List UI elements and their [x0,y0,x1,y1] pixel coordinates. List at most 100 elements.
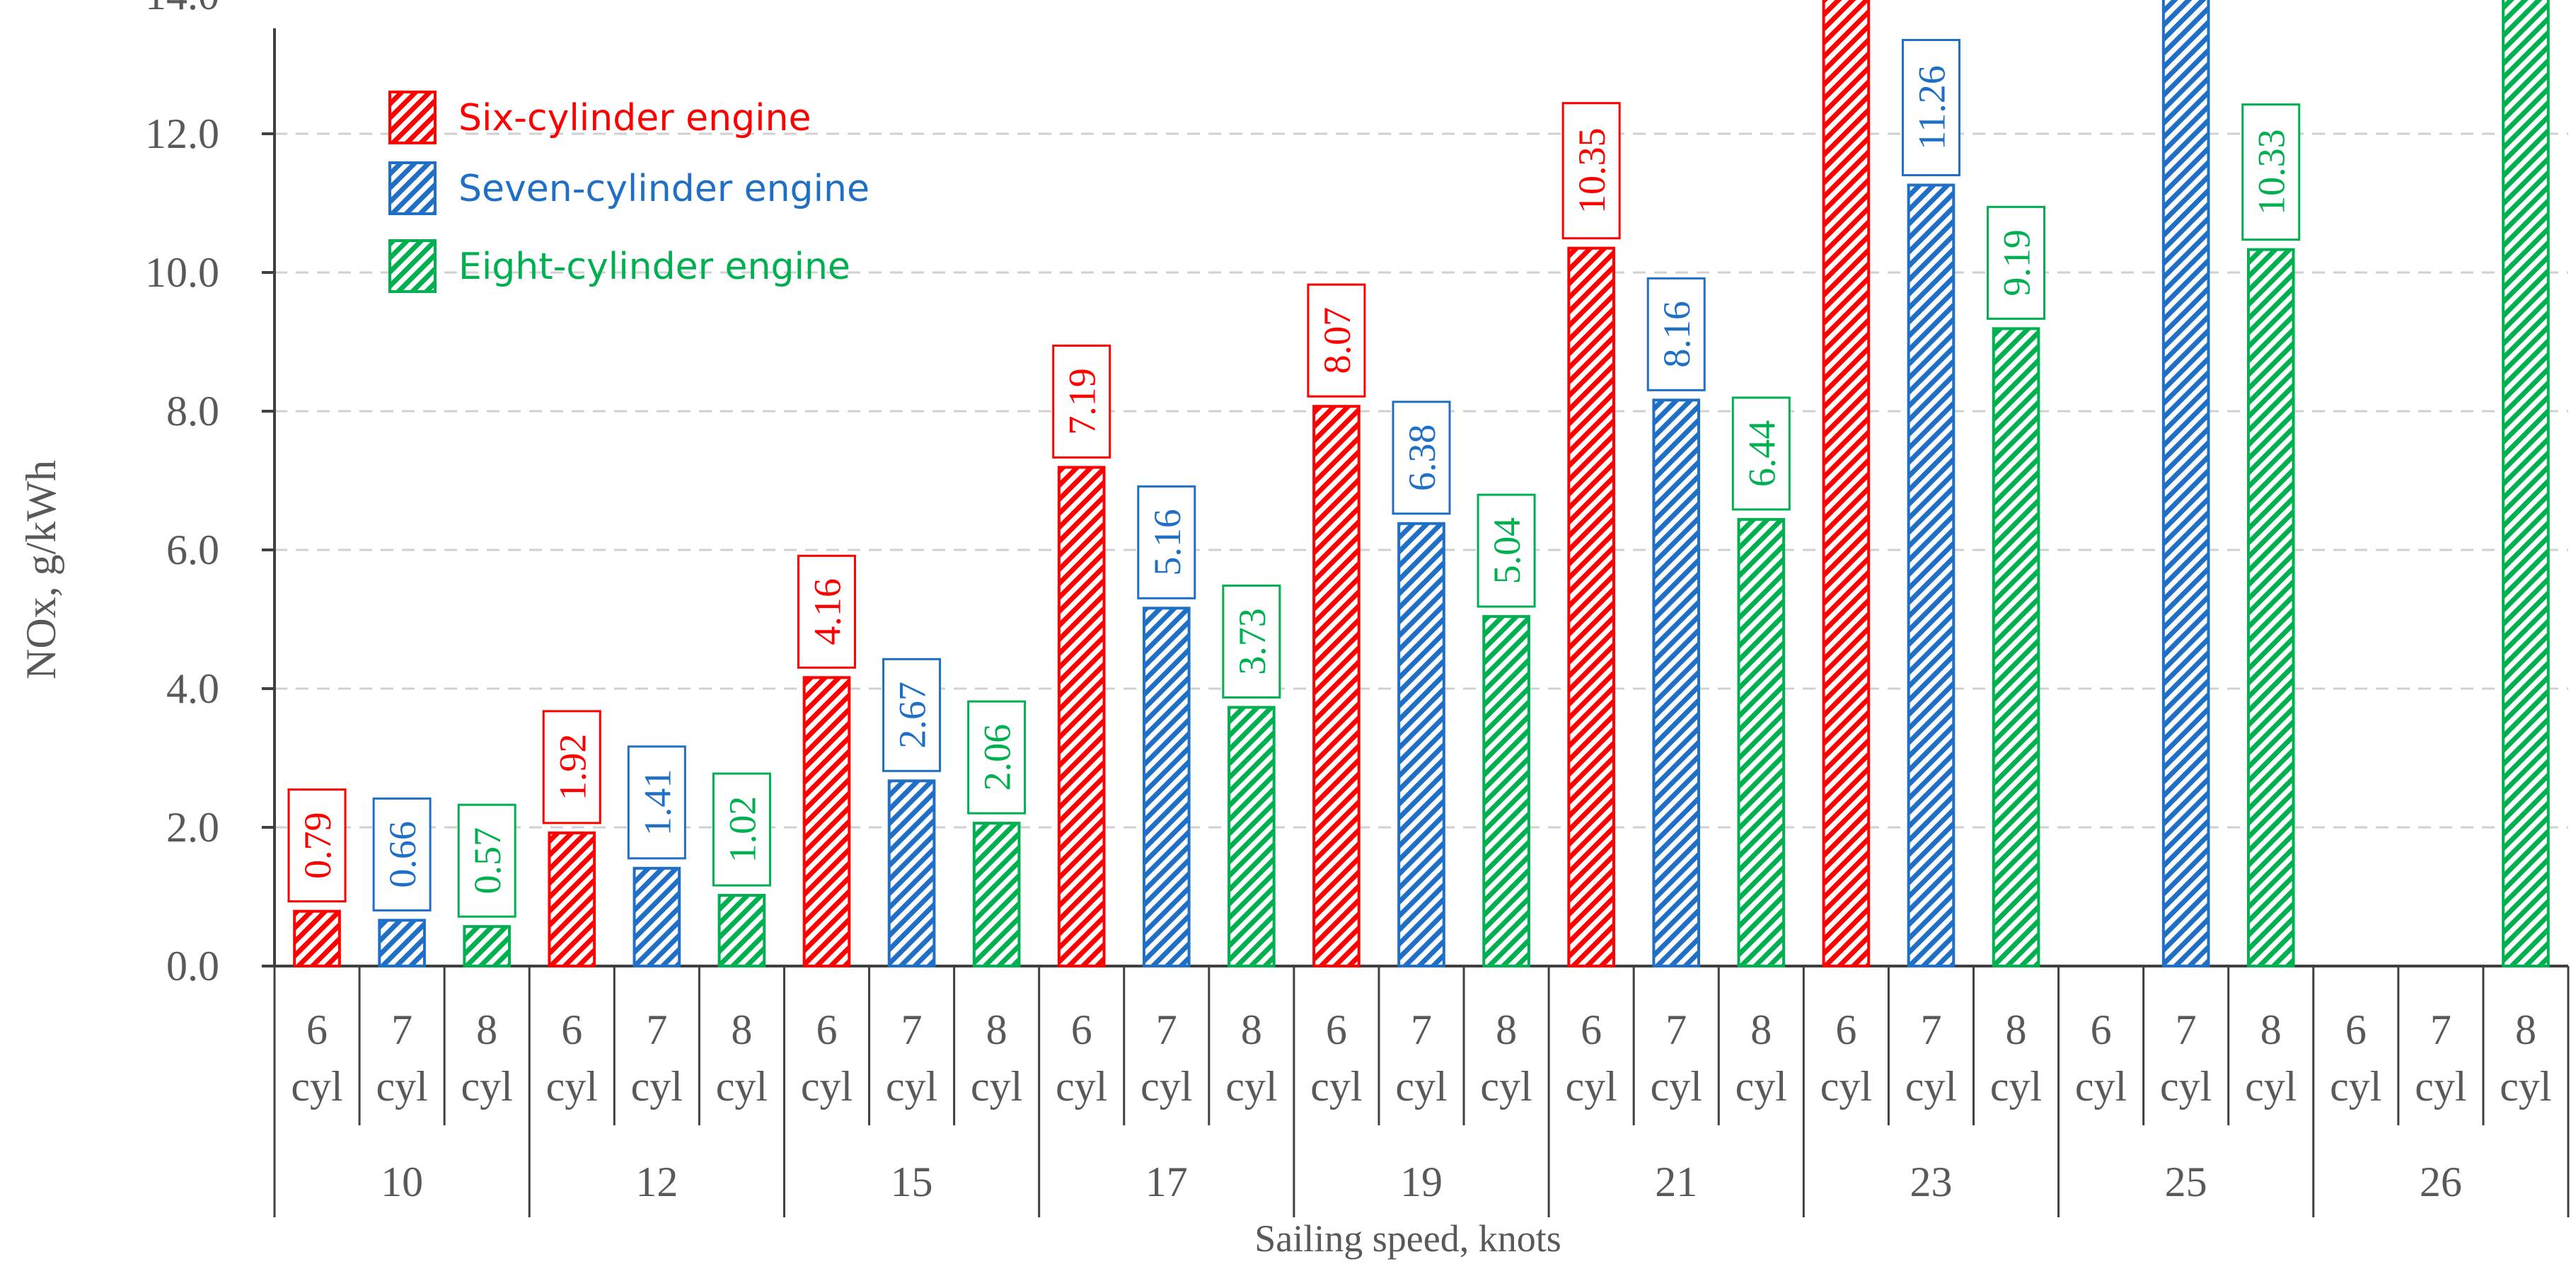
x-subcategory-unit: cyl [2330,1063,2381,1110]
data-label-box [1646,277,1706,391]
x-subcategory-number: 8 [1750,1006,1772,1053]
x-subcategory-unit: cyl [1735,1063,1787,1110]
x-subcategory-number: 8 [2515,1006,2536,1053]
x-subcategory-number: 8 [2006,1006,2027,1053]
bar [548,831,596,967]
x-subcategory-number: 7 [1665,1006,1687,1053]
x-subcategory-number: 8 [2260,1006,2282,1053]
x-subcategory-unit: cyl [1565,1063,1617,1110]
x-subcategory-number: 7 [391,1006,412,1053]
data-label-box [287,788,347,903]
x-speed-label: 10 [381,1159,423,1205]
y-tick-label: 6.0 [166,527,219,573]
data-label: 5.04 [1486,517,1528,585]
x-subcategory-number: 8 [986,1006,1007,1053]
bar [972,822,1021,967]
y-tick-label: 14.0 [145,0,219,18]
x-speed-label: 21 [1655,1159,1697,1205]
bar [2161,0,2210,967]
data-label: 0.79 [296,812,339,879]
x-subcategory-number: 7 [1411,1006,1432,1053]
data-label: 10.35 [1571,127,1613,214]
x-subcategory-unit: cyl [1310,1063,1362,1110]
x-speed-label: 26 [2420,1159,2462,1205]
legend-swatch [388,91,437,144]
x-subcategory-unit: cyl [971,1063,1022,1110]
bars [293,0,2550,968]
data-label-box [1731,396,1791,511]
data-label: 2.06 [976,724,1019,791]
x-subcategory-number: 6 [1835,1006,1856,1053]
bar [1397,522,1445,967]
x-subcategory-number: 8 [476,1006,497,1053]
bar [1142,607,1191,967]
data-label-box [2241,103,2301,241]
x-subcategory-unit: cyl [2245,1063,2297,1110]
data-label: 6.44 [1740,420,1783,488]
data-label: 8.16 [1656,301,1698,368]
data-labels: 0.791.924.167.198.0710.3514.020.661.412.… [287,39,2301,918]
x-subcategory-unit: cyl [1990,1063,2042,1110]
x-subcategory-number: 7 [901,1006,923,1053]
data-label-box [457,803,516,918]
x-subcategory-number: 7 [1156,1006,1177,1053]
x-speed-label: 19 [1400,1159,1443,1205]
gridlines: 0.02.04.06.08.010.012.014.016.0 [145,0,2568,989]
data-label-box [1052,344,1111,459]
x-subcategory-unit: cyl [1651,1063,1702,1110]
x-subcategory-number: 7 [646,1006,667,1053]
x-subcategory-unit: cyl [1905,1063,1957,1110]
x-subcategory-number: 6 [816,1006,837,1053]
data-label-box [882,657,942,772]
data-label: 8.07 [1316,307,1358,374]
x-subcategory-number: 6 [1581,1006,1602,1053]
x-subcategory-number: 8 [1241,1006,1262,1053]
x-subcategory-number: 6 [306,1006,328,1053]
y-tick-label: 8.0 [166,388,219,435]
x-subcategory-unit: cyl [1820,1063,1872,1110]
y-tick-label: 2.0 [166,804,219,851]
data-label: 11.26 [1910,65,1953,150]
x-subcategory-number: 8 [1496,1006,1517,1053]
x-subcategory-unit: cyl [1225,1063,1277,1110]
x-subcategory-unit: cyl [2160,1063,2212,1110]
bar [378,919,426,967]
x-subcategory-unit: cyl [376,1063,427,1110]
data-label: 3.73 [1231,608,1273,675]
bar [1992,327,2040,967]
bar [717,894,766,968]
x-subcategory-number: 7 [1920,1006,1941,1053]
legend-label: Six-cylinder engine [458,97,811,139]
x-subcategory-unit: cyl [2415,1063,2466,1110]
x-subcategory-number: 6 [2345,1006,2367,1053]
bar [2502,0,2550,967]
x-subcategory-unit: cyl [1140,1063,1192,1110]
data-label: 1.92 [551,734,594,801]
x-subcategory-unit: cyl [886,1063,937,1110]
data-label-box [542,710,601,825]
legend: Six-cylinder engine Seven-cylinder engine… [388,91,870,293]
data-label: 0.57 [466,827,509,895]
x-subcategory-unit: cyl [291,1063,342,1110]
y-tick-label: 12.0 [145,110,219,157]
bar [293,909,341,967]
x-subcategory-unit: cyl [2500,1063,2551,1110]
bar [887,779,936,967]
data-label-box [1561,102,1621,240]
x-subcategory-unit: cyl [1395,1063,1447,1110]
data-label: 4.16 [806,578,848,645]
x-subcategory-unit: cyl [2075,1063,2127,1110]
bar [1737,517,1786,967]
bar [463,925,512,968]
bar [1312,405,1361,967]
data-label-box [1307,283,1366,398]
data-label-box [627,745,686,860]
x-subcategory-unit: cyl [716,1063,768,1110]
data-label-box [712,772,771,887]
x-subcategory-number: 7 [2176,1006,2197,1053]
data-label-box [1137,485,1196,599]
data-label: 1.02 [721,796,763,863]
data-label-box [1901,39,1960,177]
data-label-box [797,554,856,669]
data-label: 0.66 [381,821,424,888]
